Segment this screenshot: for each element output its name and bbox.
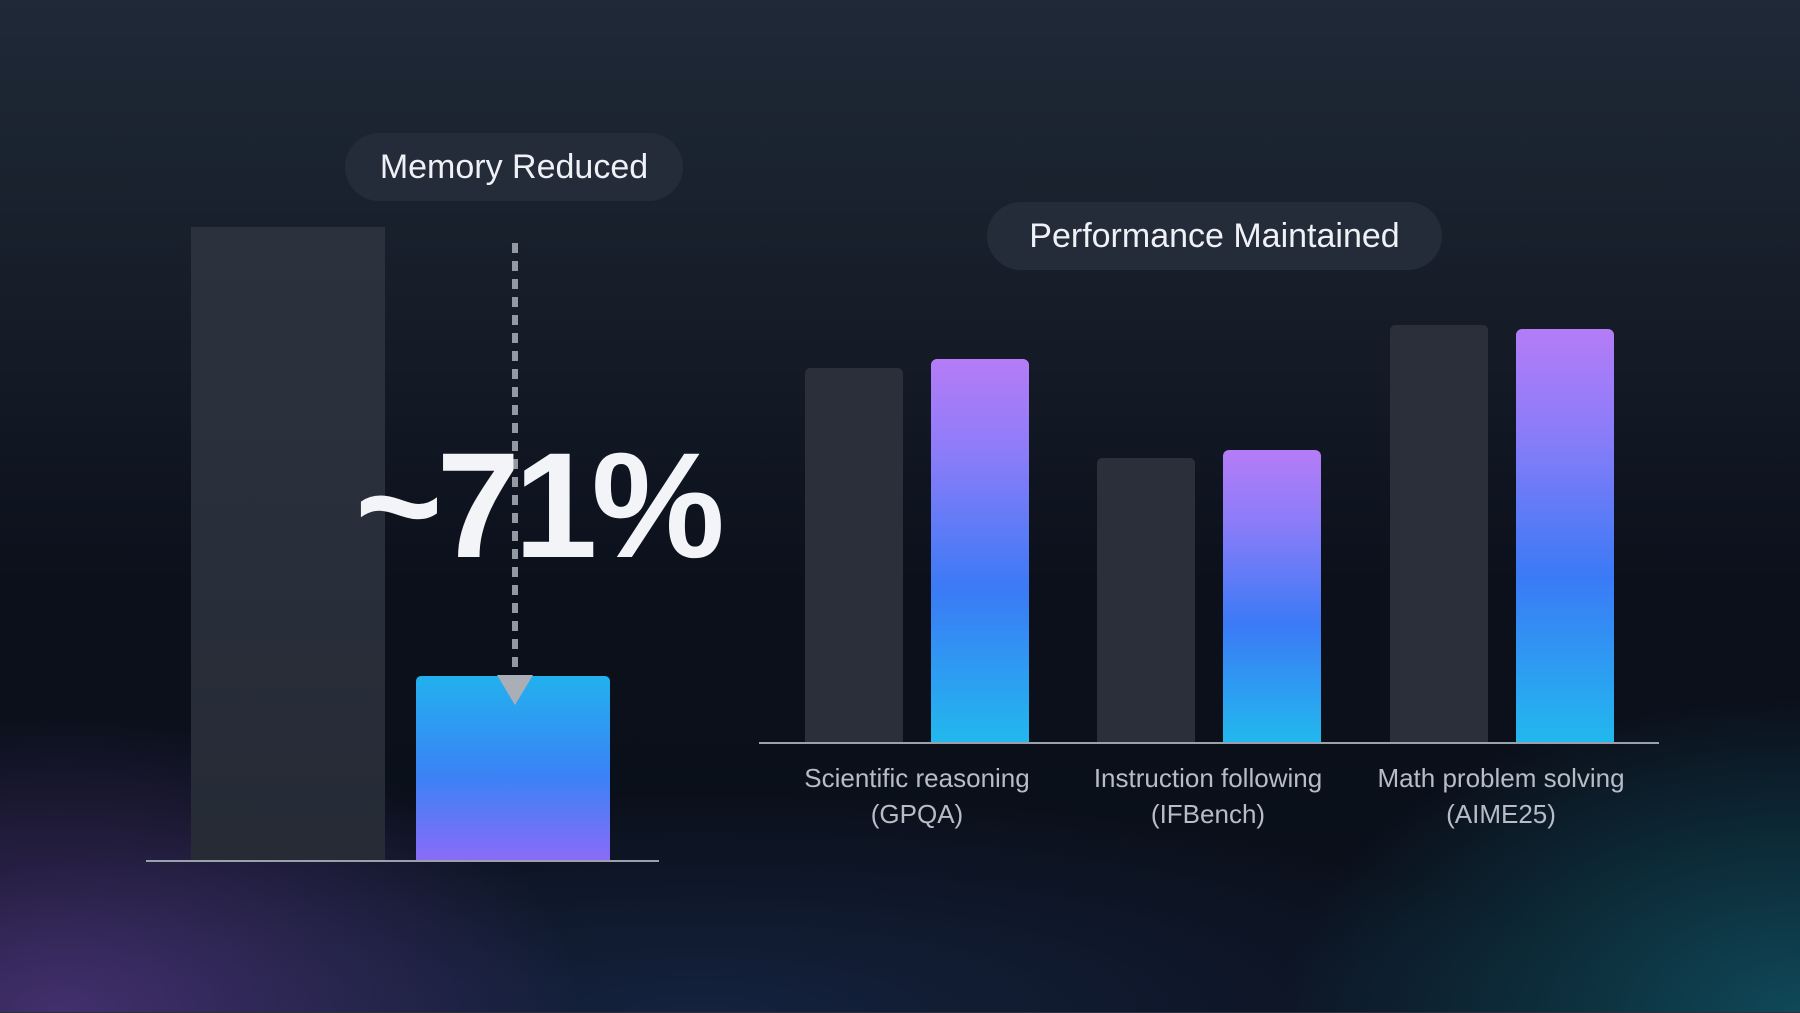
reduction-percentage: ~71% (355, 421, 725, 589)
category-label-gpqa: Scientific reasoning (GPQA) (767, 760, 1067, 832)
performance-bar-aime25-new (1516, 329, 1614, 742)
performance-bar-gpqa-new (931, 359, 1029, 742)
category-label-aime25-line1: Math problem solving (1377, 763, 1625, 793)
memory-reduced-title: Memory Reduced (345, 133, 683, 201)
category-label-aime25: Math problem solving (AIME25) (1351, 760, 1651, 832)
memory-bar-before (191, 227, 385, 860)
category-label-ifbench-line2: (IFBench) (1150, 799, 1266, 829)
performance-maintained-title: Performance Maintained (987, 202, 1442, 270)
performance-bar-aime25-baseline (1390, 325, 1488, 742)
performance-bar-ifbench-new (1223, 450, 1321, 742)
category-label-ifbench: Instruction following (IFBench) (1058, 760, 1358, 832)
reduction-arrow-line (512, 243, 518, 675)
memory-bar-after (416, 676, 610, 860)
category-label-aime25-line2: (AIME25) (1446, 799, 1556, 829)
category-label-gpqa-line1: Scientific reasoning (804, 763, 1030, 793)
category-label-gpqa-line2: (GPQA) (870, 799, 964, 829)
reduction-arrow-head-icon (497, 675, 533, 705)
performance-bar-gpqa-baseline (805, 368, 903, 742)
memory-chart-baseline (146, 860, 659, 862)
performance-chart-baseline (759, 742, 1659, 744)
performance-bar-ifbench-baseline (1097, 458, 1195, 742)
category-label-ifbench-line1: Instruction following (1093, 763, 1323, 793)
